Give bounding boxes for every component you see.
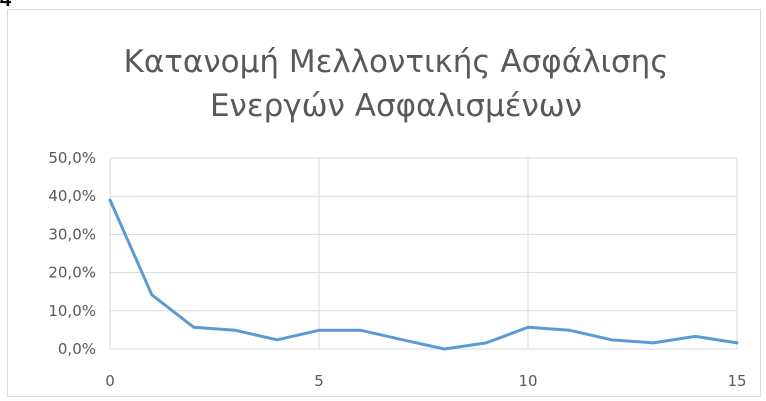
y-axis-tick-labels: 0,0% 10,0% 20,0% 30,0% 40,0% 50,0%	[48, 149, 96, 358]
chart-title-line-1: Κατανομή Μελλοντικής Ασφάλισης	[123, 44, 668, 80]
x-tick-label: 15	[727, 372, 746, 390]
series-layer	[108, 198, 739, 351]
y-tick-label: 20,0%	[48, 264, 96, 282]
x-axis-tick-labels: 0 5 10 15	[105, 372, 746, 390]
chart-frame	[7, 9, 761, 397]
y-tick-label: 30,0%	[48, 225, 96, 243]
y-tick-label: 50,0%	[48, 149, 96, 167]
y-tick-label: 0,0%	[58, 340, 96, 358]
x-tick-label: 0	[105, 372, 115, 390]
x-tick-label: 10	[518, 372, 537, 390]
series-line	[108, 198, 739, 351]
grid	[109, 157, 738, 350]
page-marker: 4	[0, 0, 12, 11]
y-tick-label: 40,0%	[48, 187, 96, 205]
chart-title-line-2: Ενεργών Ασφαλισμένων	[210, 88, 582, 124]
x-tick-label: 5	[314, 372, 324, 390]
y-tick-label: 10,0%	[48, 302, 96, 320]
